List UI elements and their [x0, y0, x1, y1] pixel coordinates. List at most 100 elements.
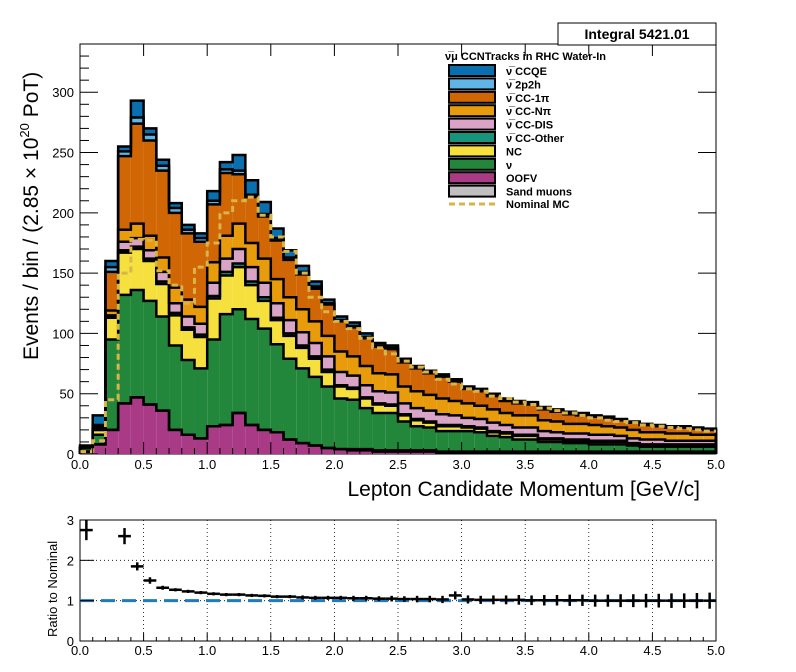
bar-series-6-bin-37 [550, 421, 564, 433]
ratio-x-tick-label-5: 2.5 [389, 643, 407, 658]
main-x-tick-label-8: 4.0 [580, 457, 598, 472]
main-x-ticks: 0.0 0.5 1.0 1.5 2.0 2.5 3.0 3.5 4.0 4.5 5.0 [71, 44, 725, 472]
bar-series-7-bin-28 [436, 376, 449, 399]
bar-series-3-bin-8 [181, 329, 195, 360]
bar-series-6-bin-35 [525, 415, 538, 428]
bar-series-7-bin-35 [525, 404, 538, 416]
ratio-point-24 [410, 595, 424, 603]
bar-series-9-bin-21 [347, 322, 360, 327]
bar-series-5-bin-48 [690, 440, 704, 445]
bar-series-5-bin-6 [156, 271, 170, 282]
bar-series-3-bin-28 [436, 426, 449, 432]
bar-series-0-bin-22 [359, 450, 373, 454]
bar-series-4-bin-14 [258, 297, 271, 301]
bar-series-3-bin-2 [105, 317, 119, 340]
ratio-point-36 [563, 594, 577, 606]
bar-series-2-bin-10 [207, 339, 220, 427]
bar-series-5-bin-38 [563, 433, 577, 440]
legend-swatch-4 [448, 117, 496, 131]
ratio-point-47 [703, 592, 716, 609]
main-y-axis-label-group: Events / bin / (2.85 × 1020 PoT) [17, 72, 43, 360]
bar-series-8-bin-3 [118, 151, 131, 157]
bar-series-7-bin-41 [601, 417, 615, 427]
main-y-axis-label-tail: PoT) [20, 72, 43, 123]
ratio-point-28 [461, 595, 475, 604]
bar-series-2-bin-39 [576, 443, 589, 452]
bar-series-3-bin-4 [130, 249, 144, 290]
bar-series-5-bin-39 [576, 433, 589, 440]
bar-series-2-bin-7 [169, 345, 182, 430]
ratio-point-18 [334, 595, 348, 600]
ratio-x-tick-label-3: 1.5 [262, 643, 280, 658]
integral-box [557, 22, 717, 46]
legend-swatch-8 [448, 171, 496, 185]
ratio-point-23 [398, 596, 411, 602]
ratio-point-45 [677, 593, 691, 608]
bar-series-0-bin-2 [105, 429, 119, 454]
bar-series-0-bin-5 [143, 404, 157, 454]
ratio-point-38 [588, 594, 602, 607]
bar-series-2-bin-18 [308, 376, 322, 446]
legend-swatch-5 [448, 131, 496, 144]
bar-series-7-bin-42 [614, 420, 627, 428]
bar-series-9-bin-1 [92, 415, 106, 426]
ratio-y-tick-label-0: 0 [67, 634, 74, 649]
bar-series-4-bin-13 [245, 281, 259, 286]
bar-series-5-bin-21 [347, 375, 360, 388]
bar-series-5-bin-4 [130, 238, 144, 247]
main-y-tick-label-0: 0 [67, 447, 74, 462]
ratio-x-ticks: 0.0 0.5 1.0 1.5 2.0 2.5 3.0 3.5 4.0 4.5 5.0 [71, 633, 725, 658]
bar-series-0-bin-17 [296, 443, 309, 454]
ratio-point-13 [270, 595, 284, 599]
legend-swatch-0 [448, 64, 496, 77]
bar-series-5-bin-16 [283, 320, 297, 334]
stack-series-6 [92, 223, 716, 441]
bar-series-2-bin-0 [80, 447, 93, 452]
bar-series-7-bin-9 [194, 241, 208, 307]
bar-series-7-bin-25 [398, 362, 411, 387]
bar-series-2-bin-43 [626, 445, 640, 452]
bar-series-5-bin-33 [499, 425, 513, 433]
bar-series-0-bin-6 [156, 410, 170, 454]
bar-series-6-bin-17 [296, 309, 309, 333]
bar-series-2-bin-2 [105, 339, 119, 430]
bar-series-3-bin-11 [219, 275, 233, 315]
bar-series-7-bin-3 [118, 156, 131, 230]
bar-series-2-bin-29 [448, 431, 462, 452]
bar-series-5-bin-46 [665, 440, 678, 445]
bar-series-3-bin-25 [398, 415, 411, 422]
bar-series-6-bin-7 [169, 287, 182, 304]
bar-series-8-bin-9 [194, 238, 208, 242]
bar-series-3-bin-24 [385, 405, 398, 413]
bar-series-7-bin-22 [359, 338, 373, 366]
bar-series-3-bin-33 [499, 433, 513, 438]
bar-series-5-bin-9 [194, 323, 208, 335]
legend-label-5: ν̅ CC-Other [506, 133, 565, 145]
bar-series-0-bin-10 [207, 426, 220, 454]
bar-series-9-bin-13 [245, 180, 259, 195]
bar-series-0-bin-1 [92, 444, 106, 454]
bar-series-7-bin-17 [296, 274, 309, 310]
bar-series-0-bin-15 [270, 432, 284, 454]
main-y-tick-label-3: 150 [52, 266, 74, 281]
bar-series-3-bin-31 [474, 428, 488, 433]
bar-series-5-bin-31 [474, 419, 488, 428]
legend-swatch-7 [448, 157, 496, 171]
bar-series-2-bin-48 [690, 446, 704, 452]
legend-label-9: Sand muons [506, 187, 572, 199]
bar-series-9-bin-6 [156, 159, 170, 166]
main-y-ticks: 0 50 100 150 200 250 300 [52, 55, 716, 462]
bar-series-2-bin-37 [550, 441, 564, 452]
bar-series-6-bin-29 [448, 400, 462, 416]
ratio-point-32 [512, 595, 526, 605]
bar-series-2-bin-35 [525, 439, 538, 452]
bar-series-5-bin-45 [652, 439, 666, 445]
bar-series-2-bin-34 [512, 439, 526, 452]
ratio-point-42 [639, 593, 653, 608]
bar-series-7-bin-32 [487, 396, 500, 410]
bar-series-2-bin-45 [652, 446, 666, 452]
bar-series-6-bin-11 [219, 235, 233, 259]
ratio-y-tick-label-3: 3 [67, 513, 74, 528]
bar-series-7-bin-26 [410, 368, 424, 392]
